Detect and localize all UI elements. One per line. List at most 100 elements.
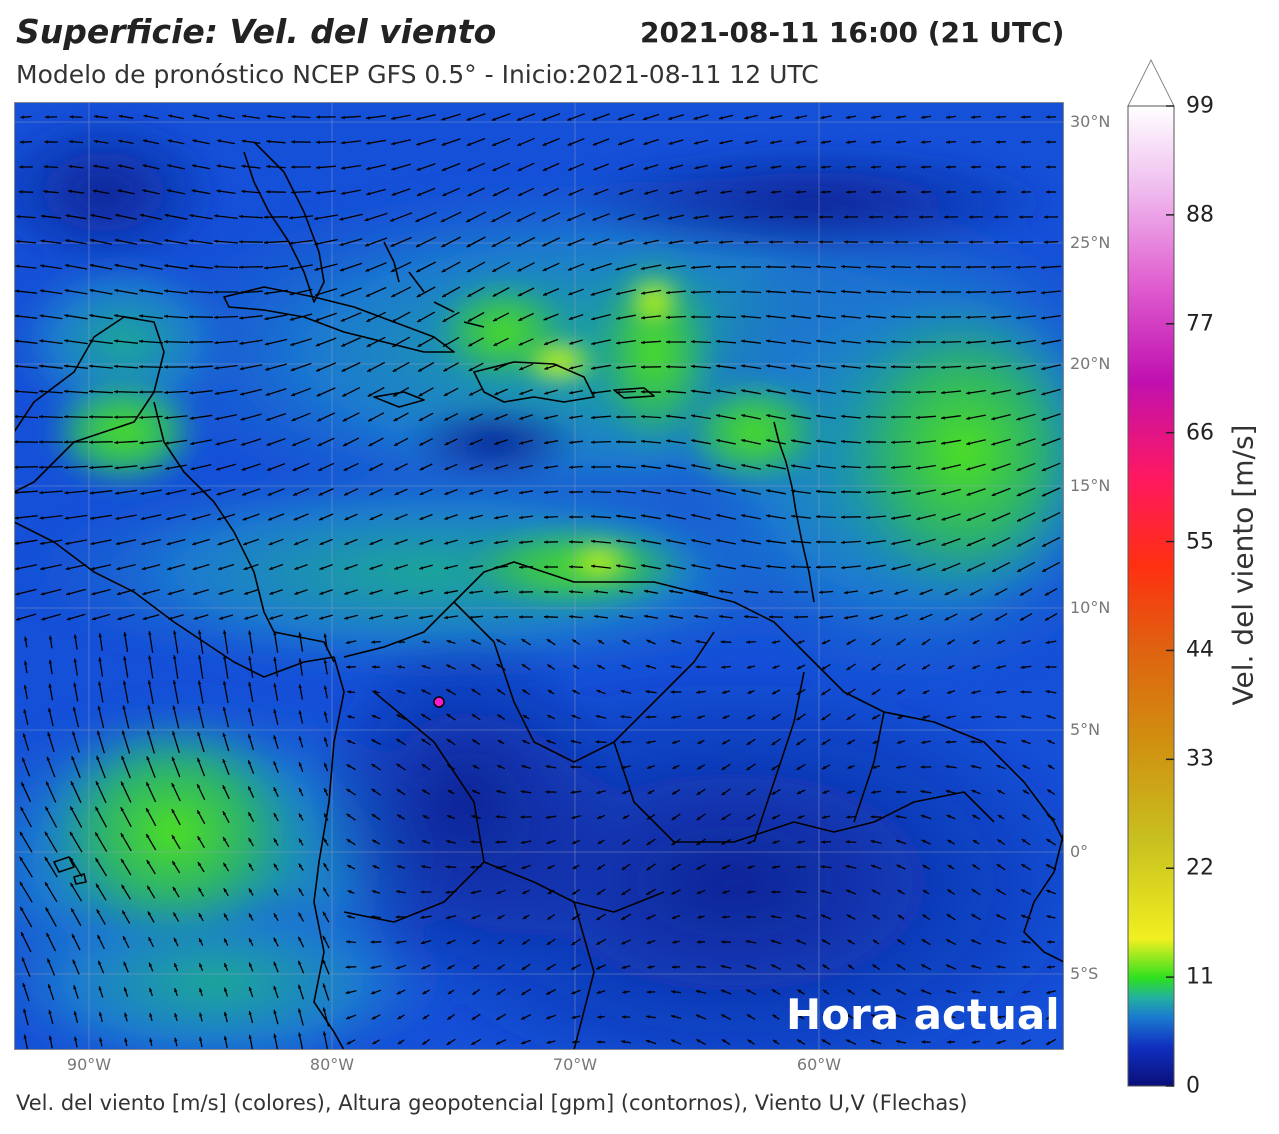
jamaica-coast [373,391,425,408]
wind-arrow-head [616,464,620,469]
wind-arrow-head [721,1014,726,1018]
wind-arrow-head [517,167,522,171]
wind-arrow-head [872,765,876,769]
wind-arrow-head [596,941,601,945]
wind-arrow-shaft [63,390,89,394]
wind-arrow-head [215,442,220,446]
wind-arrow-head [467,293,472,297]
wind-arrow-head [766,464,771,468]
wind-arrow-head [89,364,93,368]
wind-arrow-shaft [214,364,238,370]
wind-arrow-head [149,1013,153,1017]
wind-arrow-head [722,740,726,745]
wind-arrow-head [841,389,845,393]
wind-arrow-head [641,514,645,518]
wind-arrow-head [14,440,18,444]
wind-arrow-head [44,140,49,144]
wind-arrow-head [547,690,552,694]
wind-arrow-head [945,765,950,769]
wind-arrow-head [23,709,27,714]
wind-arrow-head [920,814,925,819]
wind-arrow-shaft [214,340,238,344]
wind-arrow-head [821,190,825,194]
wind-arrow-head [244,591,249,595]
wind-arrow-head [572,891,577,895]
wind-arrow-shaft [39,339,63,345]
wind-arrow-head [189,315,193,319]
wind-arrow-head [845,115,850,119]
wind-arrow-head [845,840,850,844]
wind-arrow-head [421,764,426,768]
wind-arrow-shaft [115,214,137,220]
wind-arrow-head [766,414,771,418]
wind-arrow-head [97,706,101,710]
wind-arrow-head [620,689,625,694]
wind-arrow-head [643,166,648,170]
wind-arrow-head [396,789,401,793]
wind-arrow-head [47,958,51,963]
wind-arrow-head [89,288,94,293]
colorbar-title: Vel. del viento [m/s] [1226,424,1260,706]
wind-arrow-head [819,590,823,594]
wind-arrow-head [497,966,502,970]
latitude-label: 20°N [1070,354,1111,373]
wind-arrow-head [641,316,645,320]
wind-arrow-head [346,740,351,744]
wind-arrow-head [391,167,396,171]
wind-arrow-shaft [64,514,88,520]
wind-arrow-head [445,865,450,869]
wind-arrow-head [472,765,477,769]
wind-arrow-head [741,339,745,343]
wind-arrow-head [941,365,945,370]
colorbar-tick-label: 55 [1186,529,1214,555]
wind-arrow-head [970,764,975,769]
wind-arrow-head [391,141,396,146]
wind-arrow-head [1041,392,1046,396]
wind-arrow-head [744,140,749,145]
wind-arrow-head [870,815,875,819]
wind-arrow-head [197,862,202,866]
wind-arrow-shaft [139,365,163,369]
wind-arrow-head [569,391,573,395]
wind-arrow-head [294,591,299,595]
wind-arrow-head [23,1008,27,1013]
wind-arrow-head [668,216,672,220]
wind-arrow-head [224,938,228,943]
wind-arrow-head [645,715,650,719]
wind-arrow-head [248,812,252,817]
wind-arrow-head [966,542,971,547]
wind-arrow-head [441,117,446,121]
wind-arrow-head [941,542,946,546]
wind-arrow-head [971,914,976,918]
wind-arrow-head [997,1015,1001,1019]
wind-arrow-head [497,915,502,919]
wind-arrow-head [395,915,400,919]
wind-arrow-head [97,730,101,735]
wind-arrow-shaft [214,389,238,395]
wind-arrow-head [69,115,74,119]
wind-arrow-shaft [89,289,113,295]
wind-arrow-shaft [264,265,288,269]
wind-arrow-head [70,857,74,862]
wind-arrow-head [197,731,201,736]
wind-arrow-head [1046,115,1050,119]
wind-arrow-head [841,515,845,519]
wind-arrow-head [866,490,870,495]
wind-arrow-head [668,141,673,145]
wind-arrow-head [746,816,751,820]
wind-arrow-head [916,441,920,445]
wind-arrow-head [1016,290,1020,295]
wind-arrow-head [491,218,496,222]
wind-arrow-head [871,790,875,794]
wind-arrow-head [1041,493,1046,497]
wind-arrow-head [620,715,625,719]
wind-arrow-head [969,592,974,596]
wind-arrow-head [591,317,596,321]
wind-arrow-head [273,838,278,843]
wind-arrow-head [522,890,527,894]
puerto-rico-coast [613,387,655,399]
wind-arrow-head [816,389,820,393]
wind-arrow-head [671,891,676,895]
wind-arrow-head [596,891,601,895]
wind-arrow-head [469,392,474,396]
